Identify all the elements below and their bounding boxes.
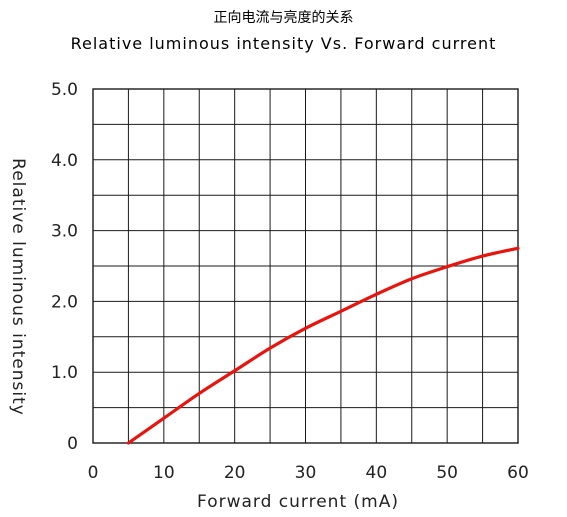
x-tick-label: 60 xyxy=(507,463,529,483)
x-tick-label: 50 xyxy=(436,463,458,483)
x-tick-label: 40 xyxy=(366,463,388,483)
y-tick-label: 4.0 xyxy=(51,151,78,171)
series-line xyxy=(126,246,520,445)
y-tick-label: 2.0 xyxy=(51,292,78,312)
chart-subtitle: Relative luminous intensity Vs. Forward … xyxy=(70,34,497,53)
y-tick-label: 1.0 xyxy=(51,363,78,383)
x-tick-label: 20 xyxy=(224,463,246,483)
plot-frame xyxy=(92,88,519,444)
x-tick-label: 10 xyxy=(153,463,175,483)
x-tick-labels: 0 10 20 30 40 50 60 xyxy=(88,463,529,483)
x-axis-label: Forward current (mA) xyxy=(197,492,399,512)
x-tick-label: 0 xyxy=(88,463,99,483)
y-tick-label: 0 xyxy=(67,434,78,454)
chart-title: 正向电流与亮度的关系 xyxy=(213,10,354,26)
series-layer xyxy=(126,246,520,445)
y-tick-labels: 0 1.0 2.0 3.0 4.0 5.0 xyxy=(51,80,78,454)
y-axis-label: Relative luminous intensity xyxy=(8,158,28,416)
y-tick-label: 3.0 xyxy=(51,222,78,242)
y-tick-label: 5.0 xyxy=(51,80,78,100)
x-tick-label: 30 xyxy=(295,463,317,483)
